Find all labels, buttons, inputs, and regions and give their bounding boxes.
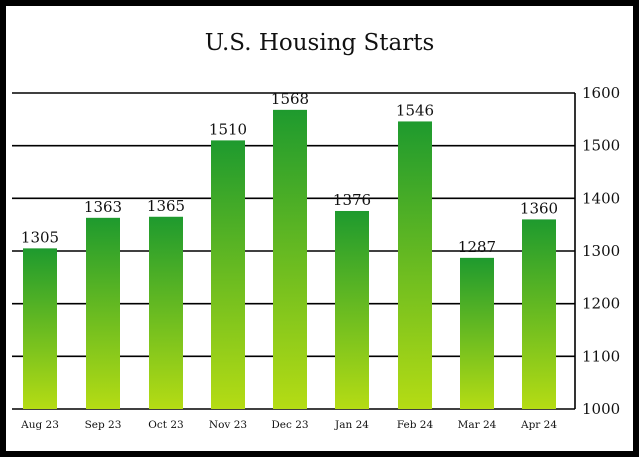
bar [273,109,307,409]
x-tick-label: Jan 24 [334,419,369,431]
x-tick-label: Oct 23 [148,419,183,431]
chart-title: U.S. Housing Starts [204,30,435,56]
data-label: 1510 [209,120,247,138]
bar [398,121,432,409]
x-axis-ticks: Aug 23 Sep 23 Oct 23 Nov 23 Dec 23 Jan 24 Feb … [20,419,557,431]
data-label: 1360 [520,199,558,217]
data-label: 1546 [396,101,434,119]
bars [23,109,556,409]
data-label: 1376 [333,191,371,209]
bar [23,248,57,409]
x-tick-label: Dec 23 [271,419,308,431]
x-tick-label: Aug 23 [20,419,59,431]
y-tick-label: 1500 [582,137,620,155]
x-tick-label: Nov 23 [209,419,247,431]
data-label: 1568 [271,90,309,108]
value-labels: 1305 1363 1365 1510 1568 1376 1546 1287 1360 [21,90,558,256]
x-tick-label: Feb 24 [397,419,434,431]
x-tick-label: Sep 23 [85,419,122,431]
bar [335,210,369,409]
bar [149,216,183,409]
y-axis-ticks: 1000 1100 1200 1300 1400 1500 1600 [582,84,620,418]
y-tick-label: 1000 [582,400,620,418]
bar [522,219,556,409]
data-label: 1363 [84,198,122,216]
y-tick-label: 1100 [582,347,620,365]
y-tick-label: 1200 [582,295,620,313]
bar [211,140,245,409]
x-tick-label: Mar 24 [458,419,497,431]
y-tick-label: 1600 [582,84,620,102]
y-tick-label: 1400 [582,189,620,207]
bar [460,257,494,409]
data-label: 1287 [458,238,496,256]
bar [86,217,120,409]
y-tick-label: 1300 [582,242,620,260]
x-tick-label: Apr 24 [520,419,557,431]
data-label: 1365 [147,197,185,215]
data-label: 1305 [21,228,59,246]
